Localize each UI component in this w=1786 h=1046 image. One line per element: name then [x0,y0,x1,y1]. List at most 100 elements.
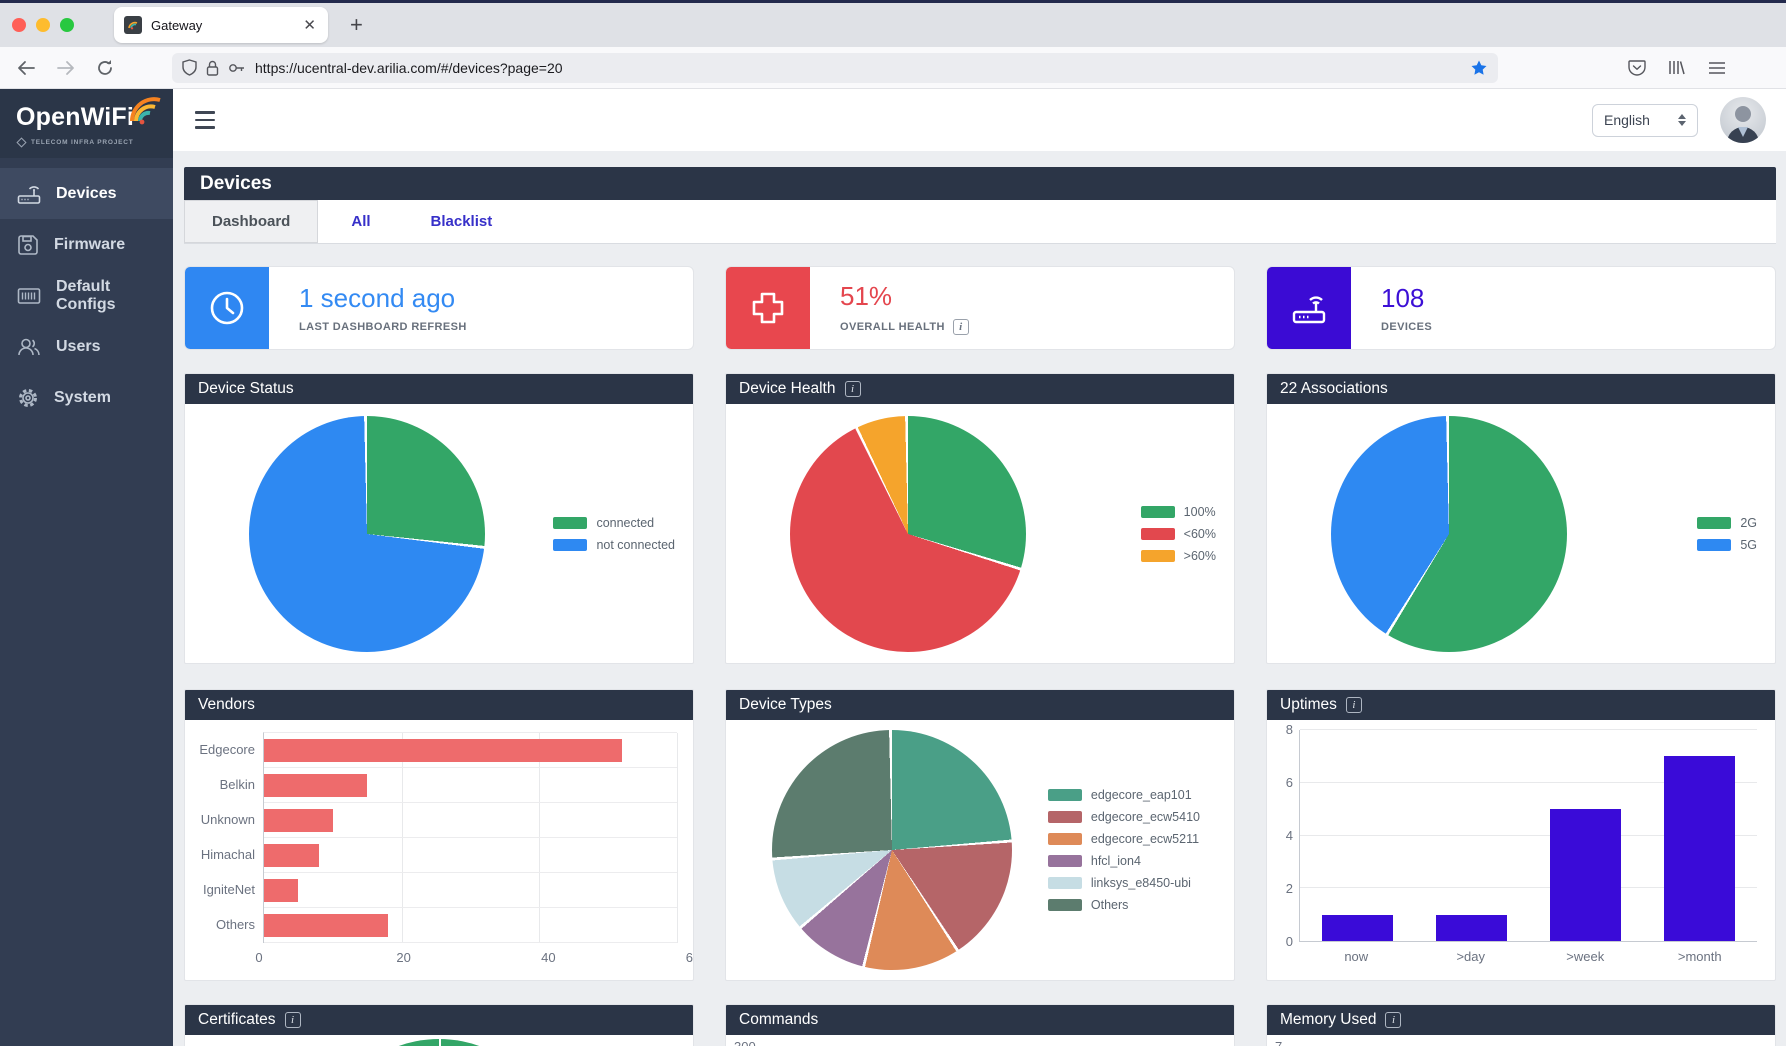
sidebar: OpenWiFi TELECOM INFRA PROJECT Devices F… [0,89,173,1046]
legend-swatch [1047,877,1082,889]
card-title: Certificates [198,1011,276,1028]
password-key-icon[interactable] [228,62,246,74]
maximize-window-button[interactable] [60,18,74,32]
legend-swatch [1140,549,1175,562]
bar[interactable] [1435,914,1507,941]
legend-item[interactable]: 5G [1697,538,1757,552]
legend-item[interactable]: linksys_e8450-ubi [1047,876,1200,890]
associations-pie-chart[interactable] [1331,415,1567,652]
legend-item[interactable]: not connected [553,538,675,552]
browser-tab[interactable]: Gateway ✕ [114,7,328,43]
bar[interactable] [1550,809,1622,941]
window-controls [12,18,74,32]
info-icon[interactable]: i [952,319,969,335]
y-axis-label: Himachal [200,847,255,862]
tab-favicon [124,16,142,34]
close-window-button[interactable] [12,18,26,32]
card-title: Device Health [739,380,836,397]
certificates-card: Certificates i [184,1004,694,1046]
legend-item[interactable]: edgecore_eap101 [1047,788,1200,802]
device-status-pie-chart[interactable] [249,415,485,652]
legend-item[interactable]: edgecore_ecw5211 [1047,832,1200,846]
reload-icon[interactable] [96,59,114,77]
page-title: Devices [200,172,272,194]
user-avatar[interactable] [1720,97,1766,143]
new-tab-button[interactable]: + [350,12,363,37]
device-health-card: Device Health i 100% <60% >60% [725,373,1235,664]
sidebar-toggle-icon[interactable] [195,111,215,129]
y-axis-label: Belkin [219,777,255,792]
card-title: Device Types [739,696,832,713]
legend-swatch [1140,505,1175,518]
bar[interactable] [264,879,299,902]
legend-item[interactable]: 100% [1140,505,1216,519]
sidebar-item-devices[interactable]: Devices [0,168,173,219]
y-axis-label: Unknown [200,812,255,827]
legend-swatch [1140,527,1175,540]
bookmark-star-icon[interactable] [1470,59,1488,77]
device-status-legend: connected not connected [553,516,675,552]
legend-swatch [553,538,588,551]
dashboard-content: Devices Dashboard All Blacklist 1 second… [173,151,1786,1046]
bar[interactable] [1664,756,1736,941]
url-bar[interactable]: https://ucentral-dev.arilia.com/#/device… [172,52,1498,83]
forward-icon[interactable] [56,60,76,76]
bar[interactable] [1321,914,1393,941]
sidebar-item-firmware[interactable]: Firmware [0,219,173,270]
language-select[interactable]: English [1592,103,1698,137]
card-title: Commands [739,1011,819,1028]
sidebar-item-default-configs[interactable]: Default Configs [0,270,173,321]
legend-item[interactable]: >60% [1140,549,1216,563]
pocket-icon[interactable] [1628,59,1646,76]
legend-swatch [1047,789,1082,801]
info-icon[interactable]: i [844,381,861,397]
bar[interactable] [264,739,622,762]
legend-item[interactable]: <60% [1140,527,1216,541]
clock-icon [185,267,269,349]
legend-item[interactable]: edgecore_ecw5410 [1047,810,1200,824]
menu-icon[interactable] [1708,61,1726,75]
info-icon[interactable]: i [284,1012,301,1028]
bar[interactable] [264,844,320,867]
lock-icon[interactable] [206,60,219,76]
tab-close-icon[interactable]: ✕ [303,17,316,34]
device-types-pie-chart[interactable] [772,730,1012,970]
tab-blacklist[interactable]: Blacklist [430,213,493,230]
device-health-legend: 100% <60% >60% [1140,505,1216,563]
legend-item[interactable]: hfcl_ion4 [1047,854,1200,868]
bar[interactable] [264,809,333,832]
tab-dashboard[interactable]: Dashboard [184,200,319,243]
bar[interactable] [264,914,388,937]
shield-icon[interactable] [182,59,197,76]
last-refresh-card: 1 second ago LAST DASHBOARD REFRESH [184,266,694,350]
x-axis-tick: 0 [255,950,263,965]
tab-all[interactable]: All [351,213,371,230]
sidebar-item-system[interactable]: System [0,372,173,423]
library-icon[interactable] [1668,59,1686,76]
logo-subtitle: TELECOM INFRA PROJECT [31,139,134,146]
minimize-window-button[interactable] [36,18,50,32]
access-point-icon [1267,267,1351,349]
bar[interactable] [264,774,368,797]
uptimes-bar-chart[interactable]: 0 2 4 6 8 now >day >week >month [1267,720,1775,980]
info-icon[interactable]: i [1345,697,1362,713]
tab-title: Gateway [151,17,203,33]
sidebar-item-users[interactable]: Users [0,321,173,372]
device-health-pie-chart[interactable] [790,415,1026,652]
sidebar-item-label: Default Configs [56,277,116,313]
chart-row-1: Device Status connected not connected Dev… [184,373,1776,664]
legend-item[interactable]: connected [553,516,675,530]
back-icon[interactable] [16,60,36,76]
info-icon[interactable]: i [1385,1012,1402,1028]
legend-item[interactable]: Others [1047,898,1200,912]
app-topbar: English [173,89,1786,151]
legend-item[interactable]: 2G [1697,516,1757,530]
health-cross-icon [726,267,810,349]
vendors-bar-chart[interactable]: Edgecore Belkin Unknown Himachal IgniteNet Ot… [185,720,693,980]
language-value: English [1604,112,1650,128]
legend-label: 2G [1740,515,1757,530]
certificates-pie-chart[interactable] [320,1039,558,1046]
legend-label: edgecore_ecw5211 [1090,832,1200,846]
url-text: https://ucentral-dev.arilia.com/#/device… [255,59,563,76]
legend-label: Others [1090,898,1129,912]
